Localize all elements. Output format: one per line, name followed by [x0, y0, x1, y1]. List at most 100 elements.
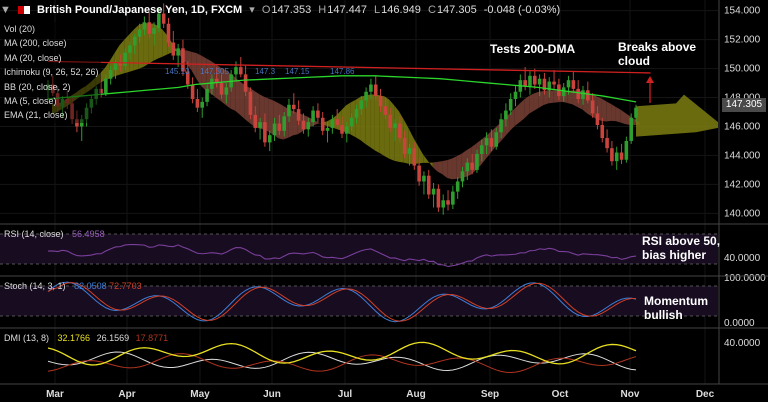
candle-body	[576, 88, 580, 99]
rsi-band	[0, 234, 718, 264]
cloud-segment	[524, 95, 530, 119]
candle-body	[267, 135, 272, 143]
ma200-line	[47, 75, 637, 103]
cloud-segment	[615, 107, 621, 123]
candle-body	[94, 88, 98, 99]
cloud-segment	[611, 103, 616, 122]
month-label: Nov	[621, 389, 640, 400]
cloud-segment	[268, 98, 274, 136]
candle-body	[55, 93, 60, 107]
candle-body	[446, 200, 450, 205]
cloud-segment	[292, 111, 298, 136]
cloud-segment	[447, 158, 453, 180]
candle-body	[354, 109, 359, 118]
last-price-tag: 147.305	[722, 98, 766, 112]
candle-body	[373, 84, 378, 97]
price-scale-label: 152.000	[724, 35, 761, 46]
annotation-line: Breaks above	[618, 40, 697, 54]
candle-body	[364, 91, 368, 101]
indicator-item[interactable]: EMA (21, close)	[2, 108, 101, 123]
candle-body	[142, 22, 147, 30]
low-label: L	[374, 4, 381, 16]
cloud-segment	[606, 101, 612, 122]
candle-body	[542, 78, 547, 91]
price-scale-label: 140.000	[724, 208, 761, 219]
candle-body	[455, 181, 460, 192]
indicator-item[interactable]: MA (20, close)	[2, 50, 101, 66]
cloud-segment	[374, 94, 380, 154]
candle-body	[489, 138, 494, 147]
cloud-segment	[90, 77, 96, 90]
candle-body	[388, 114, 392, 128]
annotation-tests-200dma: Tests 200-DMA	[490, 42, 576, 56]
rsi-label: RSI (14, close)	[4, 229, 64, 239]
symbol-dropdown-icon[interactable]: ▾	[249, 4, 255, 16]
candle-body	[330, 119, 335, 128]
candle-body	[219, 83, 224, 95]
symbol-title[interactable]: British Pound/Japanese Yen, 1D, FXCM	[37, 4, 243, 16]
cloud-segment	[80, 86, 86, 96]
dmi-value-adx: 32.1766	[57, 333, 91, 343]
cloud-segment	[572, 90, 578, 107]
indicator-item[interactable]: MA (5, close)	[2, 94, 101, 109]
month-label: Aug	[406, 389, 425, 400]
candle-body	[181, 48, 185, 72]
candle-body	[263, 122, 267, 143]
candle-body	[561, 87, 566, 97]
candle-body	[547, 81, 552, 91]
candle-body	[306, 122, 311, 130]
price-scale-label: 150.000	[724, 64, 761, 75]
month-label: Jul	[338, 389, 353, 400]
dmi-label: DMI (13, 8)	[4, 333, 50, 343]
candle-body	[499, 119, 503, 133]
candle-body	[79, 119, 84, 127]
candle-body	[301, 120, 306, 130]
dmi-pane-label[interactable]: DMI (13, 8) 32.1766 26.1569 17.8771	[4, 333, 168, 343]
overlay-value-label: 145.10	[165, 67, 190, 76]
stoch-pane-label[interactable]: Stoch (14, 3, 1) 82.0508 72.7703	[4, 281, 142, 291]
candle-body	[537, 78, 542, 85]
dmi-adx-line	[47, 341, 637, 366]
candle-body	[504, 110, 508, 120]
annotation-momentum: Momentum bullish	[644, 294, 708, 322]
rsi-scale-label: 40.0000	[724, 253, 761, 264]
cloud-segment	[85, 82, 91, 93]
candle-body	[426, 175, 431, 195]
indicator-item[interactable]: Vol (20)	[2, 22, 101, 37]
candle-body	[287, 104, 291, 117]
candle-body	[566, 80, 571, 88]
overlay-value-label: 147.305	[200, 67, 229, 76]
candle-body	[484, 138, 489, 146]
rsi-pane-label[interactable]: RSI (14, close) 56.4958	[4, 229, 105, 239]
candle-body	[185, 71, 190, 85]
candlestick-series	[46, 3, 638, 215]
cloud-segment	[423, 154, 428, 163]
candle-body	[345, 126, 349, 134]
month-label: Oct	[552, 389, 569, 400]
trend-line	[47, 60, 651, 74]
low-value: 146.949	[381, 4, 421, 16]
cloud-segment	[601, 98, 607, 122]
cloud-segment	[553, 90, 559, 103]
rsi-value: 56.4958	[72, 229, 105, 239]
annotation-rsi: RSI above 50, bias higher	[642, 234, 720, 262]
candle-body	[586, 90, 590, 101]
indicator-item[interactable]: BB (20, close, 2)	[2, 79, 101, 95]
overlay-value-label: 147.86	[330, 67, 355, 76]
candle-body	[407, 148, 412, 154]
candle-body	[113, 62, 118, 71]
overlay-value-label: 147.15	[285, 67, 310, 76]
candle-body	[325, 127, 330, 131]
breakout-arrow-head	[646, 76, 654, 83]
candle-body	[571, 80, 576, 89]
overlay-lines: 145.10 147.305 147.3 147.15 147.86	[47, 60, 654, 103]
indicator-item[interactable]: Ichimoku (9, 26, 52, 26)	[2, 65, 101, 80]
high-value: 147.447	[327, 4, 367, 16]
annotation-line: Momentum	[644, 294, 708, 308]
candle-body	[253, 114, 258, 128]
collapse-icon[interactable]: ▼	[0, 4, 11, 16]
candle-body	[451, 191, 455, 205]
candle-body	[436, 188, 441, 208]
indicator-item[interactable]: MA (200, close)	[2, 36, 101, 51]
